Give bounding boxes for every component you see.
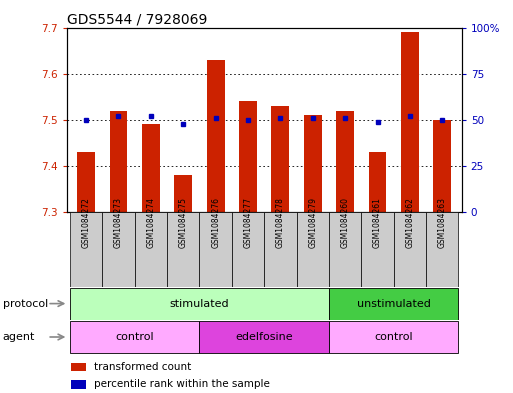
Bar [369, 152, 386, 212]
FancyBboxPatch shape [70, 321, 200, 353]
Bar [271, 106, 289, 212]
Text: GSM1084278: GSM1084278 [276, 197, 285, 248]
Bar [110, 110, 127, 212]
Bar [77, 152, 95, 212]
Text: GSM1084279: GSM1084279 [308, 197, 317, 248]
Text: GSM1084263: GSM1084263 [438, 197, 447, 248]
FancyBboxPatch shape [329, 321, 459, 353]
Bar [336, 110, 354, 212]
Text: stimulated: stimulated [170, 299, 229, 309]
FancyBboxPatch shape [135, 212, 167, 287]
FancyBboxPatch shape [200, 321, 329, 353]
FancyBboxPatch shape [393, 212, 426, 287]
Bar [401, 32, 419, 212]
Text: edelfosine: edelfosine [235, 332, 293, 342]
Text: protocol: protocol [3, 299, 48, 309]
Text: GSM1084274: GSM1084274 [146, 197, 155, 248]
Bar [433, 120, 451, 212]
Bar [71, 380, 86, 389]
FancyBboxPatch shape [167, 212, 200, 287]
FancyBboxPatch shape [102, 212, 135, 287]
Text: GSM1084261: GSM1084261 [373, 197, 382, 248]
Bar [71, 363, 86, 371]
FancyBboxPatch shape [264, 212, 297, 287]
FancyBboxPatch shape [361, 212, 393, 287]
FancyBboxPatch shape [70, 288, 329, 320]
FancyBboxPatch shape [232, 212, 264, 287]
FancyBboxPatch shape [329, 288, 459, 320]
Text: GSM1084276: GSM1084276 [211, 197, 220, 248]
FancyBboxPatch shape [426, 212, 459, 287]
Bar [304, 115, 322, 212]
Bar [142, 125, 160, 212]
Bar [239, 101, 257, 212]
Text: GSM1084272: GSM1084272 [82, 197, 91, 248]
Text: GDS5544 / 7928069: GDS5544 / 7928069 [67, 12, 207, 26]
Bar [174, 175, 192, 212]
Text: GSM1084275: GSM1084275 [179, 197, 188, 248]
Text: GSM1084260: GSM1084260 [341, 197, 350, 248]
Text: percentile rank within the sample: percentile rank within the sample [94, 379, 270, 389]
FancyBboxPatch shape [200, 212, 232, 287]
FancyBboxPatch shape [329, 212, 361, 287]
Text: transformed count: transformed count [94, 362, 191, 372]
Text: GSM1084277: GSM1084277 [244, 197, 252, 248]
Text: GSM1084273: GSM1084273 [114, 197, 123, 248]
Text: control: control [115, 332, 154, 342]
FancyBboxPatch shape [70, 212, 102, 287]
FancyBboxPatch shape [297, 212, 329, 287]
Text: unstimulated: unstimulated [357, 299, 430, 309]
Bar [207, 60, 225, 212]
Text: control: control [374, 332, 413, 342]
Text: agent: agent [3, 332, 35, 342]
Text: GSM1084262: GSM1084262 [405, 197, 415, 248]
